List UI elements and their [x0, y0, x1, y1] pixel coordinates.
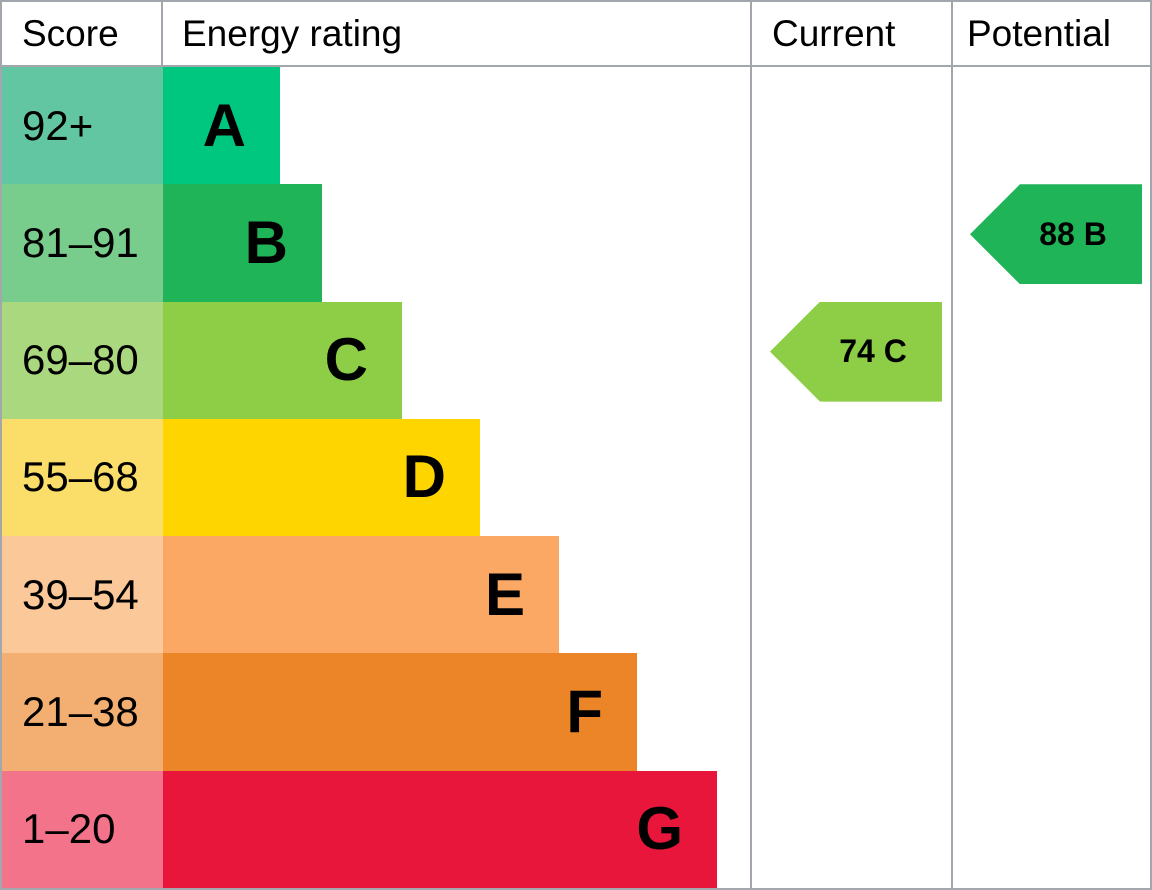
rating-band-d: D [163, 418, 480, 537]
band-letter: E [484, 560, 525, 628]
rating-band-a: A [163, 67, 280, 185]
potential-rating-label: 88 B [1039, 215, 1107, 252]
rating-band-b: B [163, 184, 322, 302]
rating-row-b: 81–91 B [2, 184, 750, 302]
potential-rating-arrow: 88 B [970, 184, 1142, 285]
rating-row-c: 69–80 C [2, 301, 750, 419]
rating-row-a: 92+ A [2, 67, 750, 185]
band-letter: C [324, 326, 368, 394]
rating-band-f: F [163, 653, 637, 771]
band-letter: F [566, 678, 603, 746]
band-letter: B [244, 208, 288, 276]
current-rating-arrow: 74 C [770, 301, 942, 402]
score-range: 92+ [2, 67, 163, 185]
score-range: 21–38 [2, 653, 163, 771]
rating-row-e: 39–54 E [2, 536, 750, 654]
header-energy-rating: Energy rating [182, 12, 403, 54]
header-score: Score [22, 12, 119, 54]
current-rating-label: 74 C [839, 333, 907, 370]
score-range: 69–80 [2, 301, 163, 419]
score-column-divider [161, 2, 163, 65]
rating-row-f: 21–38 F [2, 653, 750, 771]
current-column-divider [750, 2, 752, 888]
header-current: Current [772, 12, 896, 54]
band-letter: A [202, 91, 246, 159]
rating-band-g: G [163, 770, 717, 888]
potential-column-divider [951, 2, 953, 888]
rating-row-g: 1–20 G [2, 770, 750, 888]
rating-rows: 92+ A 81–91 B 69–80 C 55–68 D 39–54 [2, 67, 750, 888]
score-range: 55–68 [2, 418, 163, 537]
rating-band-e: E [163, 536, 559, 654]
score-range: 1–20 [2, 770, 163, 888]
rating-band-c: C [163, 301, 402, 419]
rating-row-d: 55–68 D [2, 418, 750, 537]
score-range: 81–91 [2, 184, 163, 302]
band-letter: D [402, 443, 446, 511]
table-header: Score Energy rating Current Potential [2, 2, 1150, 67]
score-range: 39–54 [2, 536, 163, 654]
header-potential: Potential [967, 12, 1111, 54]
band-letter: G [636, 795, 683, 863]
